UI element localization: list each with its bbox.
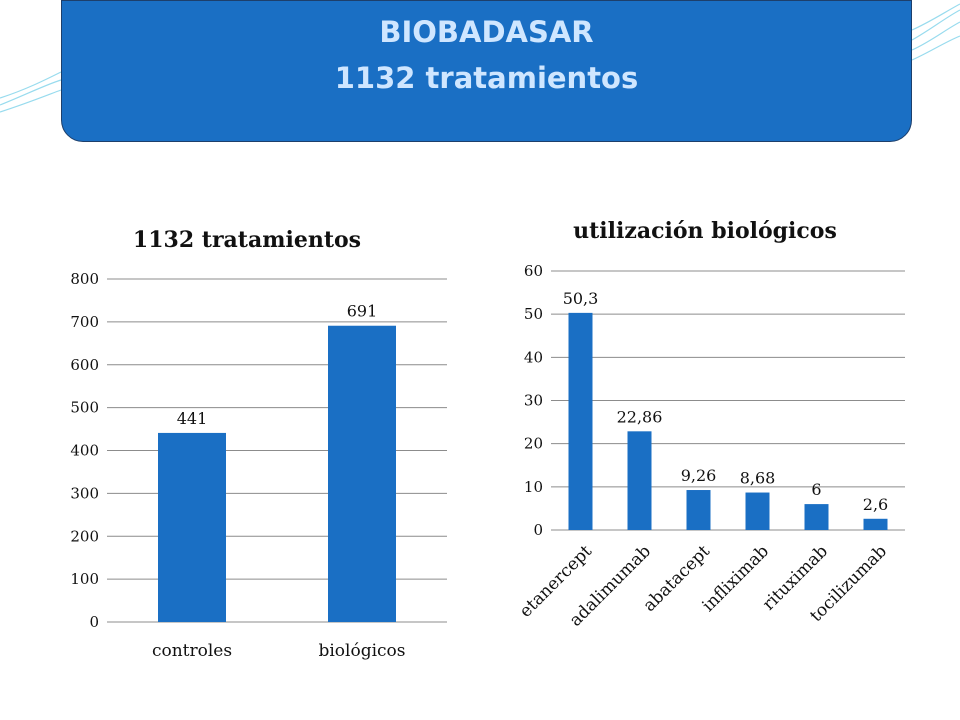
c2-bar [627,431,652,530]
c2-bar [745,492,770,530]
c2-data-label: 22,86 [617,407,663,426]
c1-ytick-label: 700 [70,313,99,331]
c2-ytick-label: 60 [524,262,543,280]
c2-ytick-label: 20 [524,435,543,453]
chart1-title: 1132 tratamientos [133,227,361,253]
title-line-2: 1132 tratamientos [334,61,639,95]
c1-category-label: biológicos [318,641,405,661]
c2-ytick-label: 50 [524,305,543,323]
c1-ytick-label: 400 [70,442,99,460]
c2-data-label: 6 [811,480,821,499]
title-banner: BIOBADASAR 1132 tratamientos [61,0,912,142]
c1-ytick-label: 600 [70,356,99,374]
c1-ytick-label: 800 [70,270,99,288]
c1-bar [328,325,396,622]
c1-bar [158,432,226,622]
c2-bar [863,518,888,530]
title-line-1: BIOBADASAR [379,15,594,49]
chart2-title: utilización biológicos [573,218,837,244]
c2-bar [686,490,711,530]
c1-data-label: 441 [177,409,208,428]
c1-ytick-label: 0 [89,613,99,631]
c2-data-label: 9,26 [681,466,717,485]
c1-data-label: 691 [347,302,378,321]
c2-data-label: 8,68 [740,469,776,488]
c2-ytick-label: 30 [524,392,543,410]
c1-ytick-label: 500 [70,399,99,417]
c2-ytick-label: 0 [533,521,543,539]
c1-category-label: controles [152,641,232,661]
c1-ytick-label: 100 [70,570,99,588]
c1-ytick-label: 300 [70,484,99,502]
c2-bar [804,504,829,530]
c2-ytick-label: 40 [524,348,543,366]
c2-data-label: 50,3 [563,289,599,308]
c2-data-label: 2,6 [863,495,888,514]
header-decoration [0,3,960,113]
c2-ytick-label: 10 [524,478,543,496]
c2-bar [568,312,593,530]
c1-ytick-label: 200 [70,527,99,545]
